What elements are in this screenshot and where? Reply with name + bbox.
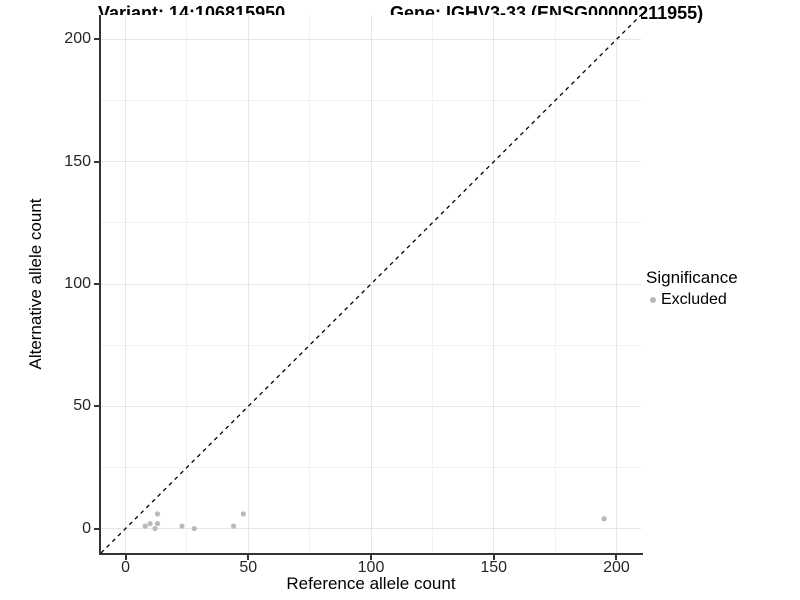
x-tick-label: 50	[239, 559, 258, 576]
x-tick-mark	[247, 555, 250, 560]
legend: Significance Excluded	[646, 268, 738, 309]
identity-dashed-line	[101, 15, 641, 553]
data-point	[179, 523, 185, 529]
plot-svg-layer	[101, 15, 641, 553]
y-tick-label: 0	[82, 519, 91, 537]
gridline-major-y	[101, 283, 641, 285]
data-point	[142, 523, 148, 529]
x-tick-label: 0	[121, 559, 130, 576]
y-tick-label: 100	[64, 275, 91, 292]
x-tick-mark	[124, 555, 127, 560]
legend-title: Significance	[646, 268, 738, 287]
y-tick-mark	[94, 160, 99, 163]
data-point	[191, 525, 197, 532]
x-tick-label: 100	[357, 559, 385, 576]
data-point	[601, 516, 607, 522]
data-point	[147, 521, 153, 527]
y-tick-label: 200	[64, 30, 91, 48]
data-point	[154, 511, 161, 517]
gridline-major-y	[101, 528, 641, 530]
plot-panel	[101, 15, 641, 553]
legend-item-label: Excluded	[661, 291, 727, 308]
x-axis-title: Reference allele count	[286, 574, 456, 593]
gridline-major-y	[101, 405, 641, 407]
x-tick-label: 150	[480, 559, 508, 576]
x-tick-mark	[615, 555, 618, 560]
y-tick-mark	[94, 405, 99, 408]
data-point	[154, 521, 161, 527]
y-axis-line	[99, 15, 101, 555]
gridline-major-y	[101, 161, 641, 163]
x-tick-mark	[492, 555, 495, 560]
legend-point-icon	[650, 297, 656, 303]
x-tick-mark	[370, 555, 372, 560]
y-tick-mark	[94, 283, 99, 285]
legend-item-excluded: Excluded	[646, 291, 738, 309]
y-tick-label: 50	[73, 397, 91, 415]
data-point	[230, 523, 237, 529]
data-point	[240, 511, 246, 517]
x-axis-line	[99, 553, 643, 555]
y-tick-mark	[94, 38, 99, 41]
y-tick-mark	[94, 527, 99, 530]
gridline-major-y	[101, 38, 641, 40]
data-point	[152, 525, 158, 532]
y-tick-label: 150	[64, 152, 91, 170]
x-tick-label: 200	[603, 559, 630, 576]
